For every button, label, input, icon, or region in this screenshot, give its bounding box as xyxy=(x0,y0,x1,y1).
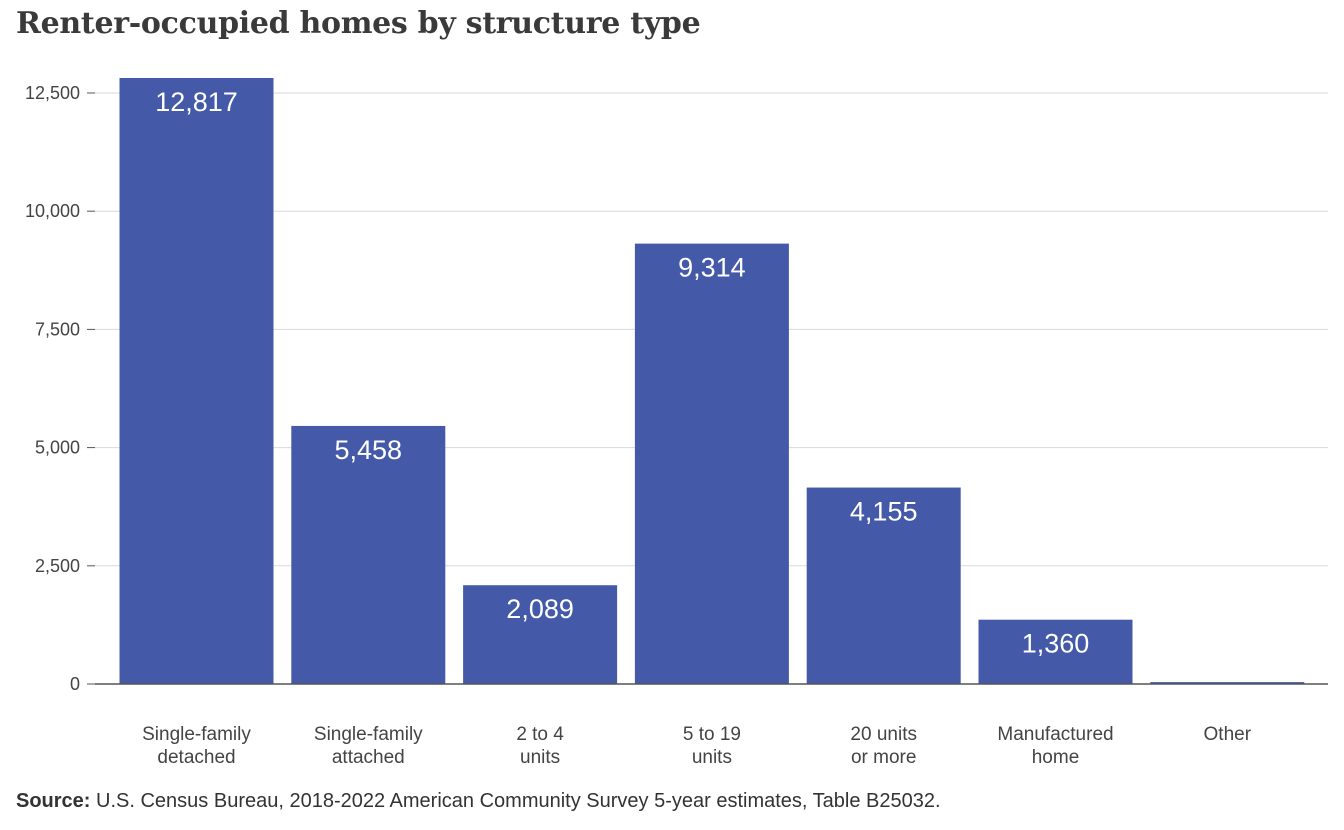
y-tick-label: 2,500 xyxy=(35,556,80,576)
source-text: U.S. Census Bureau, 2018-2022 American C… xyxy=(96,790,941,812)
x-tick-label: or more xyxy=(851,747,916,768)
chart-title: Renter-occupied homes by structure type xyxy=(16,6,701,41)
y-tick-label: 5,000 xyxy=(35,438,80,458)
x-tick-label: Single-family xyxy=(142,724,251,745)
x-tick-label: Manufactured xyxy=(997,724,1113,745)
data-label: 4,155 xyxy=(850,497,918,527)
x-tick-label: attached xyxy=(332,747,405,768)
bar xyxy=(978,619,1133,684)
bar xyxy=(291,425,446,684)
x-tick-label: detached xyxy=(157,747,235,768)
data-label: 2,089 xyxy=(506,594,574,624)
y-tick-label: 0 xyxy=(70,674,80,694)
x-tick-label: 5 to 19 xyxy=(683,724,741,745)
source-label: Source: xyxy=(16,790,91,812)
bar xyxy=(463,585,618,684)
x-tick-label: home xyxy=(1032,747,1080,768)
x-tick-label: 2 to 4 xyxy=(516,724,564,745)
x-tick-label: Single-family xyxy=(314,724,423,745)
bar xyxy=(806,487,961,684)
data-label: 5,458 xyxy=(335,435,403,465)
bar-chart: 0 2,500 5,000 7,500 10,000 12,500 12,817 Single… xyxy=(25,78,1328,768)
y-tick-label: 10,000 xyxy=(25,201,80,221)
y-tick-label: 12,500 xyxy=(25,83,80,103)
x-tick-label: Other xyxy=(1204,724,1252,745)
x-tick-label: units xyxy=(692,747,732,768)
x-tick-label: units xyxy=(520,747,560,768)
data-label: 12,817 xyxy=(155,87,238,117)
source-note: Source: U.S. Census Bureau, 2018-2022 Am… xyxy=(16,790,941,813)
data-label: 1,360 xyxy=(1022,629,1090,659)
x-tick-label: 20 units xyxy=(850,724,917,745)
y-tick-label: 7,500 xyxy=(35,319,80,339)
bar xyxy=(634,243,789,684)
bar xyxy=(119,78,274,684)
bar xyxy=(1150,682,1305,685)
data-label: 9,314 xyxy=(678,253,746,283)
